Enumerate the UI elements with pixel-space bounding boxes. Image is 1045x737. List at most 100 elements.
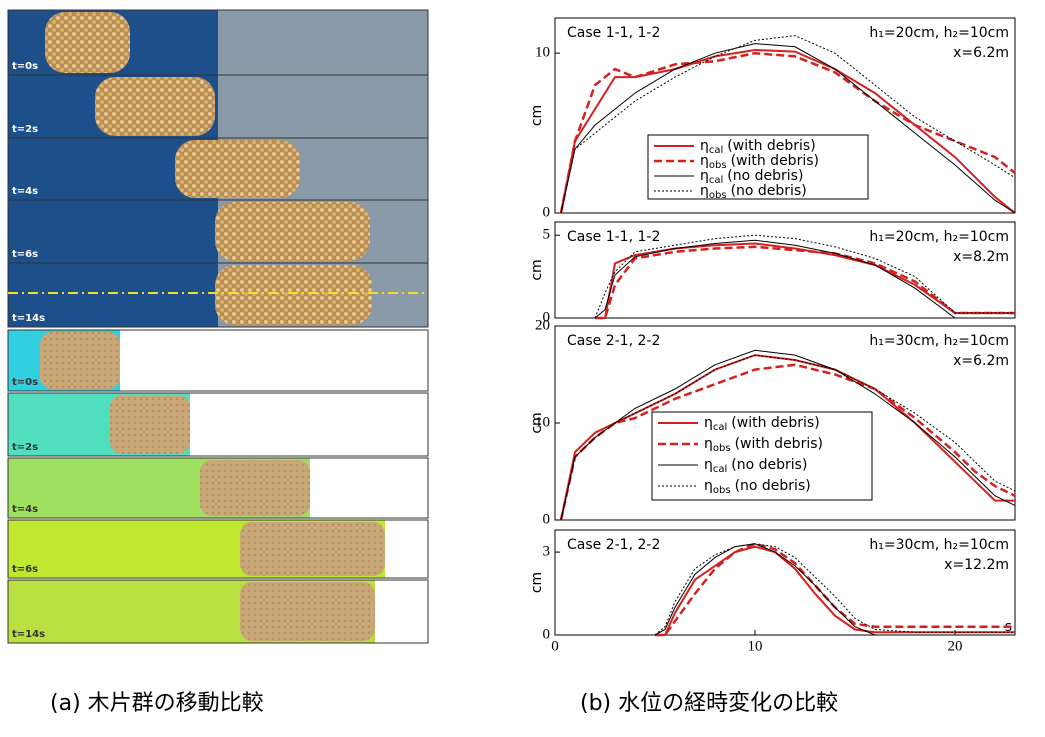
legend-symbol: η (704, 436, 713, 452)
data-line (595, 242, 1015, 319)
legend-label: (no debris) (735, 478, 811, 494)
y-tick-label: 3 (543, 544, 551, 560)
legend-entry: ηobs (with debris) (700, 153, 819, 171)
caption-a: (a) 木片群の移動比較 (50, 691, 264, 716)
legend-subscript: cal (713, 464, 727, 475)
panel-a: t=0s t=2s t=4s t=6s t=14s t=0s t=2s t=4s t=6s t=1… (7, 9, 429, 644)
legend-entry: ηobs (with debris) (704, 436, 823, 454)
x-tick-label: 10 (748, 638, 763, 654)
y-tick-label: 20 (535, 317, 550, 333)
sim-debris (110, 395, 190, 454)
chart: 0 10 20 cm Case 2-1, 2-2 h₁=30cm, h₂=10cm x=6.… (529, 317, 1016, 527)
legend-entry: ηcal (with debris) (700, 138, 816, 156)
caption-b: (b) 水位の経時変化の比較 (580, 691, 838, 716)
y-axis-label: cm (529, 572, 545, 593)
legend-box (651, 411, 873, 501)
y-tick-label: 0 (543, 511, 551, 527)
y-tick-label: 10 (535, 414, 550, 430)
y-axis-label: cm (529, 412, 545, 433)
case-label: Case 1-1, 1-2 (567, 25, 660, 41)
y-tick-label: 5 (543, 227, 551, 243)
data-line (594, 239, 1015, 319)
data-line (655, 542, 1015, 637)
x-tick-label: 20 (948, 638, 963, 654)
legend-entry: ηcal (no debris) (700, 168, 803, 186)
position-label: x=6.2m (953, 353, 1009, 369)
photo-debris (95, 77, 215, 136)
case-label: Case 1-1, 1-2 (567, 229, 660, 245)
photo-time-label: t=0s (12, 61, 38, 72)
legend-symbol: η (700, 153, 709, 169)
y-axis-label: cm (529, 105, 545, 126)
data-line (560, 43, 1016, 214)
plot-frame (554, 529, 1016, 636)
sim-time-label: t=14s (12, 629, 45, 640)
sim-border (7, 329, 429, 392)
sim-time-label: t=2s (12, 442, 38, 453)
legend-subscript: cal (709, 175, 723, 186)
sim-time-label: t=0s (12, 377, 38, 388)
y-axis-label: cm (529, 259, 545, 280)
photo-debris (215, 265, 372, 325)
case-label: Case 2-1, 2-2 (567, 333, 660, 349)
position-label: x=8.2m (953, 249, 1009, 265)
sim-debris (240, 582, 375, 641)
chart: 0 10 cm Case 1-1, 1-2 h₁=20cm, h₂=10cm x=6.2m… (529, 17, 1016, 220)
case-label: Case 2-1, 2-2 (567, 537, 660, 553)
photo-flume (218, 75, 428, 138)
legend-label: (with debris) (727, 138, 815, 154)
legend-symbol: η (704, 457, 713, 473)
photo-flume (218, 10, 428, 75)
photo-debris (215, 202, 370, 261)
data-line (560, 48, 1016, 214)
sim-border (7, 579, 429, 644)
photo-water (8, 200, 226, 263)
legend-label: (no debris) (731, 183, 807, 199)
data-line (560, 35, 1016, 214)
legend-symbol: η (700, 168, 709, 184)
legend-subscript: obs (709, 160, 727, 171)
plot-frame (554, 221, 1016, 319)
plot-frame (554, 17, 1016, 214)
photo-time-label: t=4s (12, 186, 38, 197)
photo-border (7, 262, 429, 328)
position-label: x=12.2m (944, 557, 1009, 573)
legend-symbol: η (704, 478, 713, 494)
y-tick-label: 0 (543, 204, 551, 220)
legend-label: (no debris) (731, 457, 807, 473)
legend-symbol: η (700, 183, 709, 199)
sim-border (7, 519, 429, 579)
legend-subscript: obs (713, 485, 731, 496)
sim-debris (240, 522, 385, 576)
data-line (655, 545, 1015, 636)
data-line (560, 354, 1016, 521)
data-line (654, 543, 1015, 636)
photo-time-label: t=14s (12, 313, 45, 324)
legend-label: (with debris) (731, 153, 819, 169)
legend-label: (with debris) (735, 436, 823, 452)
y-tick-label: 10 (535, 45, 550, 61)
legend-label: (no debris) (727, 168, 803, 184)
condition-label: h₁=30cm, h₂=10cm (869, 333, 1009, 349)
legend-symbol: η (700, 138, 709, 154)
sim-debris (200, 460, 310, 516)
legend-subscript: cal (709, 145, 723, 156)
condition-label: h₁=20cm, h₂=10cm (869, 229, 1009, 245)
photo-time-label: t=2s (12, 124, 38, 135)
data-line (559, 51, 1016, 214)
chart: 0 5 cm Case 1-1, 1-2 h₁=20cm, h₂=10cm x=8.2m (529, 221, 1016, 325)
x-tick-label: 0 (551, 638, 559, 654)
legend-subscript: obs (709, 190, 727, 201)
sim-time-label: t=4s (12, 504, 38, 515)
sim-border (7, 457, 429, 519)
y-tick-label: 0 (543, 309, 551, 325)
condition-label: h₁=20cm, h₂=10cm (869, 25, 1009, 41)
photo-time-label: t=6s (12, 249, 38, 260)
photo-water (8, 263, 226, 327)
legend-subscript: cal (713, 422, 727, 433)
condition-label: h₁=30cm, h₂=10cm (869, 537, 1009, 553)
legend-entry: ηobs (no debris) (704, 478, 811, 496)
